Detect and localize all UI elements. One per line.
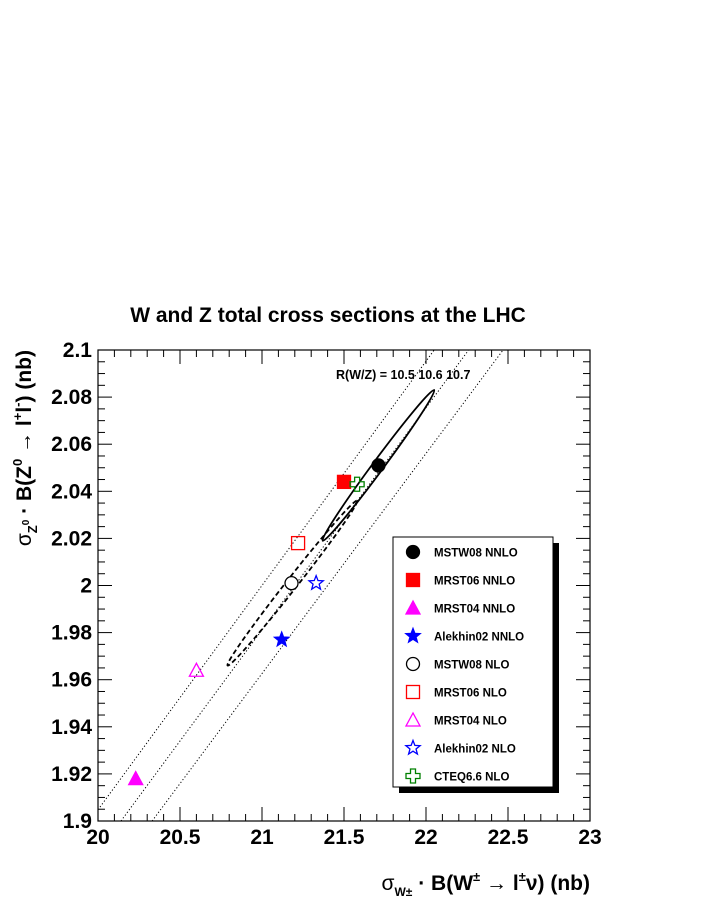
data-point-1 [336,474,352,490]
x-label-sup2: ± [519,869,526,884]
axis-ticks [97,349,591,822]
x-tick-label: 20.5 [160,826,201,849]
x-tick-label: 22.5 [488,826,529,849]
y-tick-label: 2.06 [51,433,92,456]
legend-label-3: Alekhin02 NNLO [434,632,524,644]
data-point-6 [188,661,205,677]
y-tick-label: 1.92 [51,763,92,786]
y-tick-labels: 1.9 1.92 1.94 1.96 1.98 2 2.02 2.04 2.06 2.08 2.1 [51,339,92,833]
y-axis-label: σZ0 · B(Z0 → l+l-) (nb) [10,350,40,546]
data-points [127,458,386,786]
data-point-2 [127,770,144,786]
x-tick-label: 21 [250,826,274,849]
y-tick-label: 2 [80,575,92,598]
x-label-sigma-sub: W± [394,885,412,899]
y-label-text: · B(Z [13,466,36,520]
data-point-4 [284,575,299,591]
legend-label-1: MRST06 NNLO [434,576,515,588]
legend-marker-1 [405,572,421,588]
plot-area [97,349,591,822]
legend-marker-7 [404,738,422,756]
legend-marker-6 [404,711,422,727]
ratio-label: R(W/Z) = 10.5 10.6 10.7 [336,368,470,382]
data-point-5 [290,535,306,551]
x-tick-label: 21.5 [324,826,365,849]
y-tick-label: 2.02 [51,527,92,550]
x-label-arrow: → l [480,872,519,895]
legend-label-2: MRST04 NNLO [434,604,515,616]
y-label-sup1: 0 [10,459,25,466]
y-tick-label: 2.04 [51,480,92,503]
x-label-text: · B(W [412,872,473,895]
y-label-end: ) (nb) [13,350,36,402]
ratio-line-10.5 [97,349,435,811]
y-label-l: l [13,407,36,413]
x-tick-label: 22 [414,826,437,849]
y-tick-label: 1.96 [51,669,92,692]
x-tick-labels: 20 20.5 21 21.5 22 22.5 23 [86,826,601,849]
legend-marker-3 [404,626,422,644]
legend-label-4: MSTW08 NLO [434,660,509,672]
chart-title: W and Z total cross sections at the LHC [130,304,526,327]
data-point-3 [272,630,291,648]
y-tick-label: 2.1 [63,339,93,362]
data-point-8 [349,476,365,492]
y-label-sigma-subsup: 0 [21,519,32,525]
legend-label-8: CTEQ6.6 NLO [434,772,509,784]
legend-marker-8 [405,768,421,784]
legend: MSTW08 NNLO MRST06 NNLO MRST04 NNLO Alekhin… [392,536,559,793]
legend-label-0: MSTW08 NNLO [434,548,518,560]
x-tick-label: 23 [578,826,601,849]
y-tick-label: 1.98 [51,622,92,645]
y-label-sigma-sub: Z [25,525,40,533]
y-label-arrow: → l [13,420,36,459]
legend-marker-5 [405,684,421,700]
x-label-end: ν) (nb) [526,872,590,895]
y-tick-label: 1.9 [63,810,92,833]
x-label-sigma: σ [382,872,395,895]
legend-marker-0 [405,544,421,560]
legend-marker-2 [404,599,422,615]
x-label-sup1: ± [473,869,480,884]
legend-entries: MSTW08 NNLO MRST06 NNLO MRST04 NNLO Alekhin… [404,544,524,784]
data-point-7 [307,573,325,591]
x-axis-label: σW± · B(W± → l±ν) (nb) [382,869,591,899]
y-label-sup2: + [10,412,25,420]
legend-label-6: MRST04 NLO [434,716,507,728]
legend-label-7: Alekhin02 NLO [434,744,516,756]
y-label-sup3: - [10,402,25,406]
legend-label-5: MRST06 NLO [434,688,507,700]
legend-marker-4 [405,656,421,672]
y-tick-label: 2.08 [51,386,92,409]
y-label-sigma: σ [13,533,36,546]
data-point-0 [371,458,386,473]
y-tick-label: 1.94 [51,716,92,739]
x-tick-label: 20 [86,826,109,849]
